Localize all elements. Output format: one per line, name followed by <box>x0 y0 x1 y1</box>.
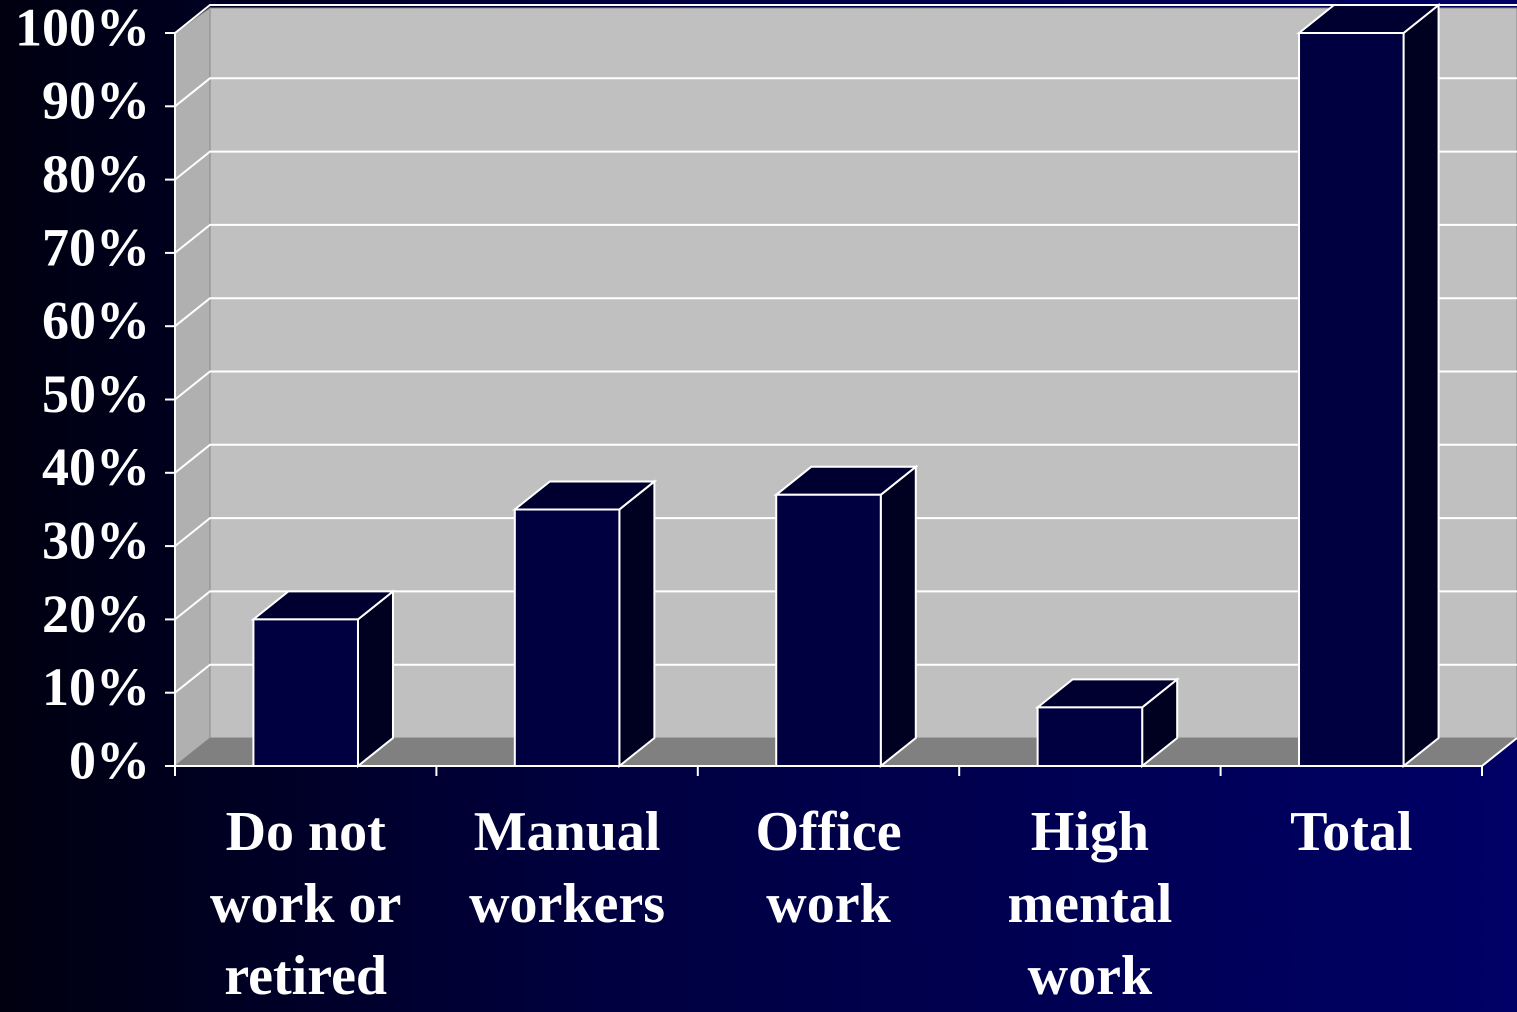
grid-line <box>174 150 1517 181</box>
grid-line <box>174 77 1517 108</box>
bar-front <box>513 508 621 767</box>
grid-line <box>174 590 1517 621</box>
bar-front <box>1298 32 1405 767</box>
grid-line <box>174 223 1517 254</box>
grid-line <box>174 517 1517 547</box>
y-tick-label: 100% <box>15 0 150 57</box>
bar <box>773 464 919 769</box>
y-tick-label: 20% <box>42 584 150 644</box>
x-tick-label: Total <box>1290 801 1413 863</box>
y-tick-label: 30% <box>42 510 150 570</box>
y-tick-label: 10% <box>42 657 150 717</box>
bar-side <box>1402 2 1440 769</box>
bar-front <box>1036 706 1144 767</box>
y-tick-label: 40% <box>42 437 150 497</box>
grid-line <box>174 297 1517 327</box>
side-wall <box>174 7 211 768</box>
y-tick-label: 90% <box>42 71 150 131</box>
bar-side <box>618 479 656 769</box>
x-tick-label: Office work <box>755 801 902 935</box>
grid-line <box>174 663 1517 694</box>
bar <box>250 589 396 769</box>
bar-front <box>252 618 359 767</box>
grid-line <box>174 4 1517 34</box>
bar <box>511 479 658 769</box>
y-tick-label: 60% <box>42 291 150 351</box>
bar-side <box>356 589 394 769</box>
grid-line <box>174 443 1517 474</box>
x-tick-label: Manual workers <box>469 801 666 935</box>
bar-side <box>879 464 917 769</box>
y-tick-label: 50% <box>42 364 150 424</box>
bar-front <box>775 493 882 767</box>
x-tick-label: Do not work or retired <box>210 801 402 1007</box>
y-tick-label: 80% <box>42 144 150 204</box>
x-tick-label: High mental work <box>1007 801 1173 1007</box>
bar <box>1296 2 1442 769</box>
grid-line <box>174 370 1517 401</box>
bar <box>1034 677 1181 769</box>
floor-edge <box>1481 737 1517 767</box>
y-tick-label: 0% <box>69 730 150 790</box>
y-tick-label: 70% <box>42 217 150 277</box>
